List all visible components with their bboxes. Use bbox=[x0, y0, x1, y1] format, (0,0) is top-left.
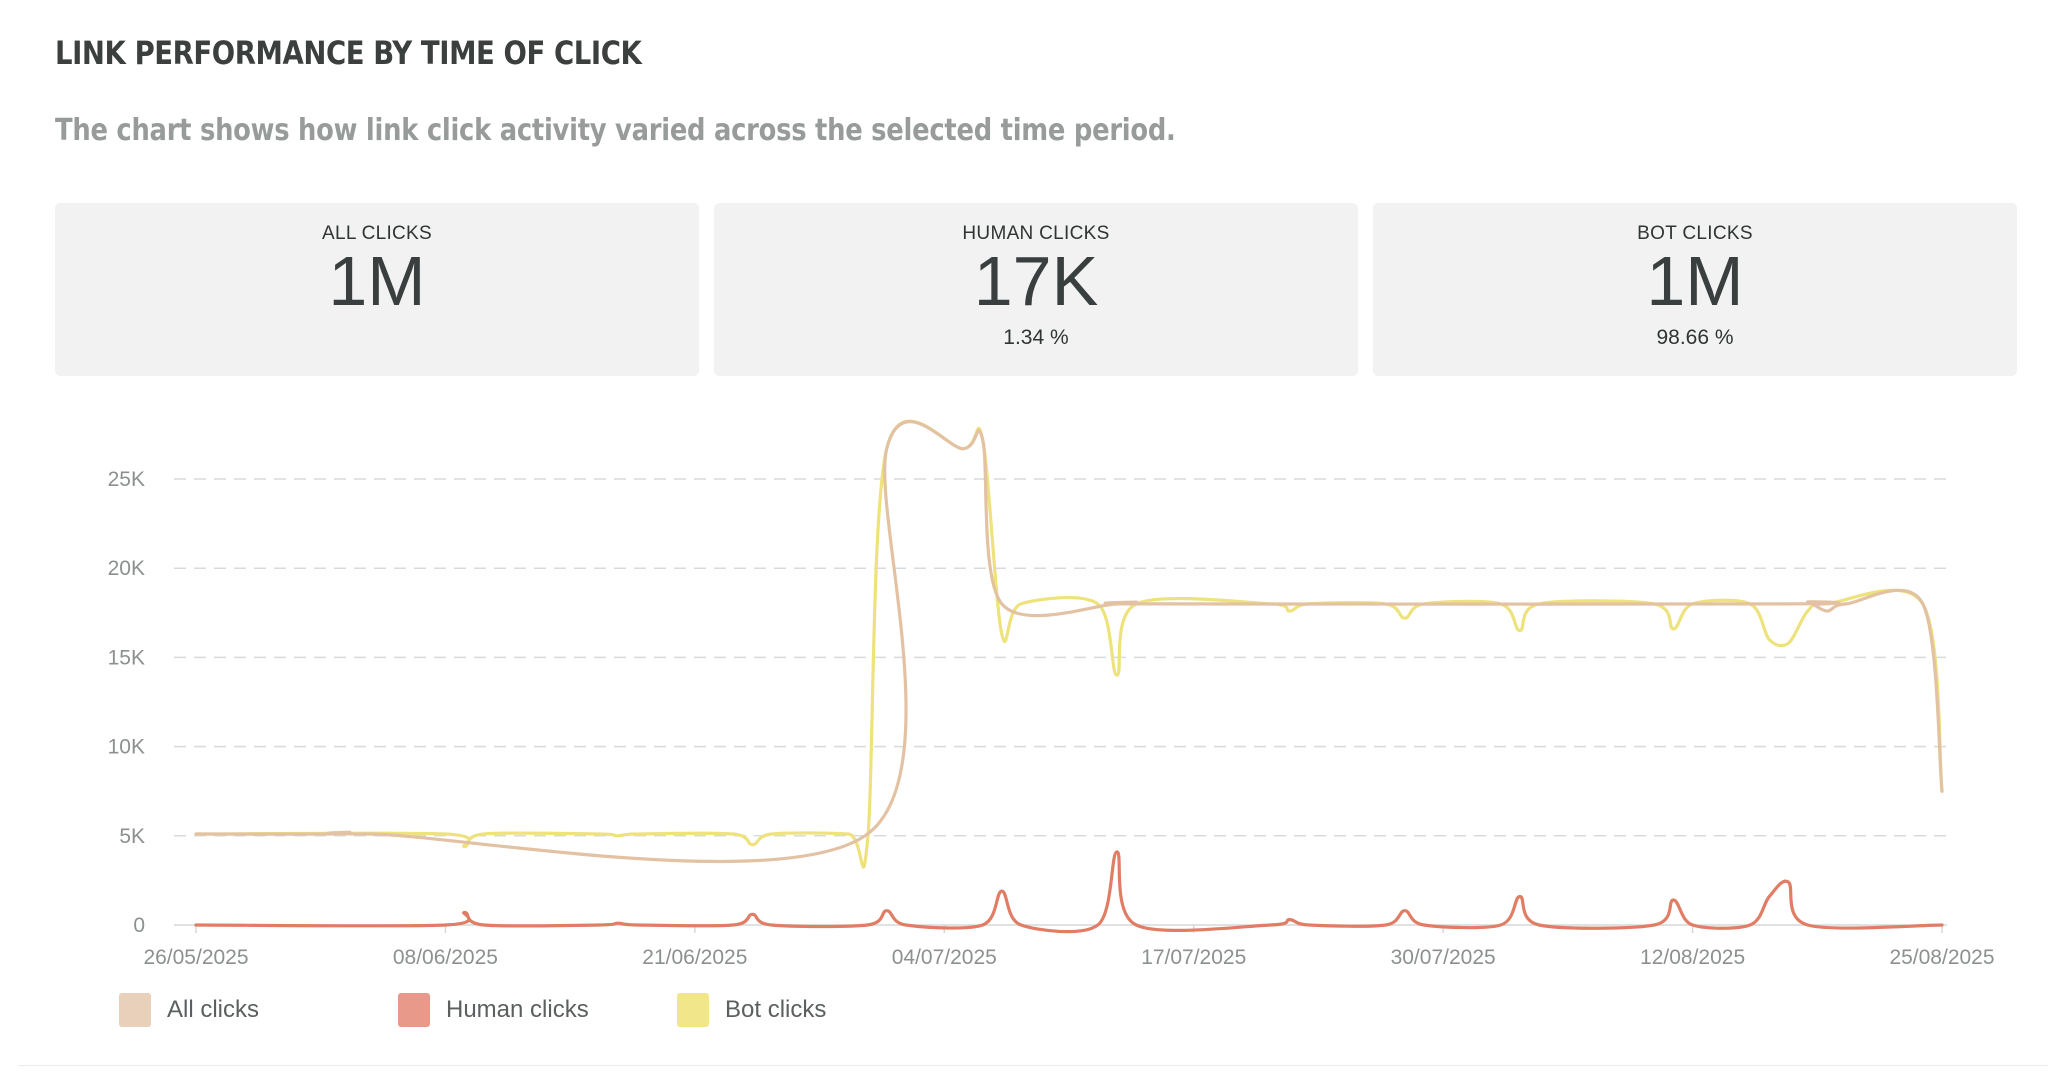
stat-label-bot-clicks: BOT CLICKS bbox=[1637, 223, 1753, 244]
legend-label-bot-clicks: Bot clicks bbox=[725, 996, 827, 1023]
legend-swatch-all-clicks bbox=[119, 993, 151, 1027]
y-tick-label: 20K bbox=[108, 557, 145, 580]
x-tick-label: 30/07/2025 bbox=[1391, 946, 1496, 969]
y-tick-label: 15K bbox=[108, 646, 145, 669]
line-chart: 0 5K 10K 15K 20K 25K 26/05/2025 08/06/2025 21/06… bbox=[108, 419, 1995, 969]
legend-swatch-bot-clicks bbox=[677, 993, 709, 1027]
stat-card-bot-clicks: BOT CLICKS 1M 98.66 % bbox=[1373, 203, 2017, 376]
x-tick-label: 25/08/2025 bbox=[1889, 946, 1994, 969]
y-tick-label: 10K bbox=[108, 736, 145, 759]
series-line-human-clicks bbox=[194, 850, 1944, 934]
legend-item-bot-clicks[interactable]: Bot clicks bbox=[677, 993, 826, 1027]
stat-pct-bot-clicks: 98.66 % bbox=[1656, 326, 1734, 349]
series-lines bbox=[194, 419, 1944, 934]
series-line-all-clicks bbox=[194, 420, 1944, 864]
page-subtitle: The chart shows how link click activity … bbox=[55, 113, 1176, 148]
x-tick-label: 08/06/2025 bbox=[393, 946, 498, 969]
y-tick-label: 0 bbox=[133, 914, 145, 937]
stat-label-human-clicks: HUMAN CLICKS bbox=[962, 223, 1110, 244]
x-tick-label: 12/08/2025 bbox=[1640, 946, 1745, 969]
grid-lines bbox=[174, 478, 1947, 933]
legend-label-human-clicks: Human clicks bbox=[446, 996, 589, 1023]
bottom-divider bbox=[18, 1065, 2048, 1066]
y-tick-label: 25K bbox=[108, 468, 145, 491]
legend-item-human-clicks[interactable]: Human clicks bbox=[398, 993, 589, 1027]
x-tick-label: 26/05/2025 bbox=[143, 946, 248, 969]
stat-value-all-clicks: 1M bbox=[328, 242, 426, 320]
stat-label-all-clicks: ALL CLICKS bbox=[321, 223, 432, 244]
stat-pct-human-clicks: 1.34 % bbox=[1003, 326, 1069, 349]
legend-item-all-clicks[interactable]: All clicks bbox=[119, 993, 259, 1027]
x-tick-label: 04/07/2025 bbox=[892, 946, 997, 969]
stat-card-human-clicks: HUMAN CLICKS 17K 1.34 % bbox=[714, 203, 1358, 376]
x-tick-label: 21/06/2025 bbox=[642, 946, 747, 969]
y-tick-label: 5K bbox=[119, 825, 145, 848]
legend-swatch-human-clicks bbox=[398, 993, 430, 1027]
stat-card-all-clicks: ALL CLICKS 1M bbox=[55, 203, 699, 376]
series-line-bot-clicks bbox=[194, 419, 1944, 869]
legend-label-all-clicks: All clicks bbox=[167, 996, 260, 1023]
stat-value-bot-clicks: 1M bbox=[1646, 242, 1744, 320]
axis-labels: 0 5K 10K 15K 20K 25K 26/05/2025 08/06/2025 21/06… bbox=[108, 468, 1995, 969]
stat-value-human-clicks: 17K bbox=[973, 242, 1099, 320]
x-tick-label: 17/07/2025 bbox=[1141, 946, 1246, 969]
page-title: LINK PERFORMANCE BY TIME OF CLICK bbox=[55, 34, 642, 72]
